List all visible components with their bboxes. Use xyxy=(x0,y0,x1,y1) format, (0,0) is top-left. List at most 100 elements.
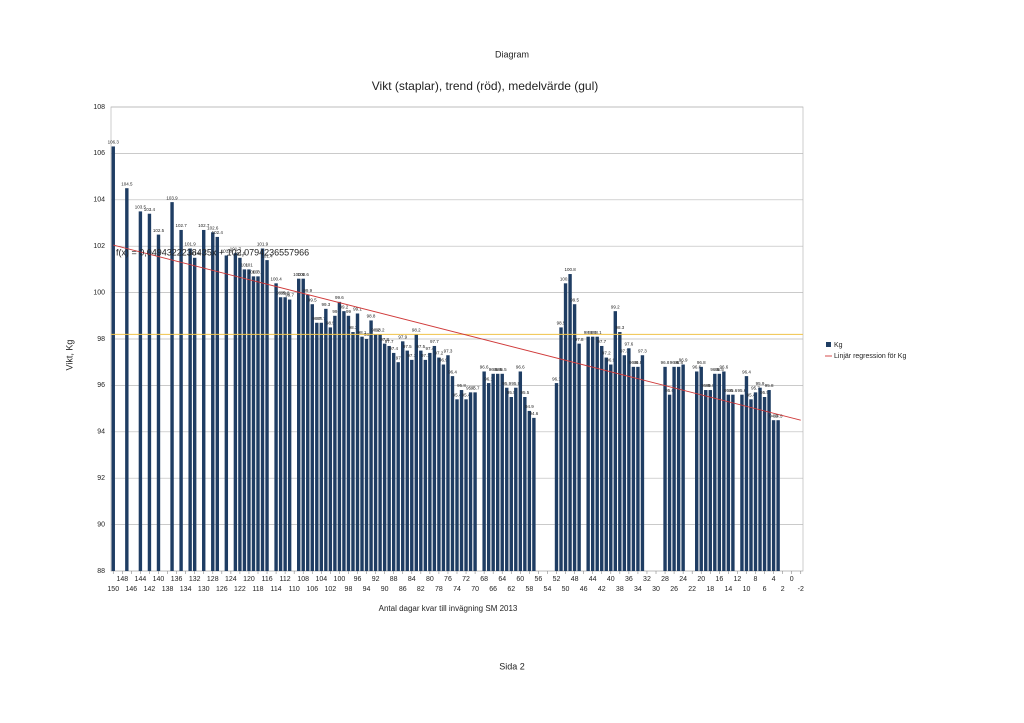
bar xyxy=(491,373,495,571)
bar xyxy=(315,322,319,571)
value-label: 104.5 xyxy=(121,181,133,186)
value-label: 98.7 xyxy=(317,316,326,321)
value-label: 99 xyxy=(332,309,338,314)
bar xyxy=(333,315,337,571)
bar xyxy=(636,366,640,571)
value-label: 102.5 xyxy=(153,228,165,233)
y-tick-label: 90 xyxy=(97,521,105,528)
y-tick-label: 102 xyxy=(93,243,105,250)
value-label: 96.6 xyxy=(516,365,525,370)
bar xyxy=(238,257,242,571)
bar xyxy=(713,373,717,571)
value-label: 101.5 xyxy=(189,251,201,256)
value-label: 97.7 xyxy=(597,339,606,344)
bar xyxy=(613,311,618,571)
y-tick-label: 104 xyxy=(93,197,105,204)
value-label: 96.8 xyxy=(674,360,683,365)
bar xyxy=(215,236,219,572)
x-tick-label: 38 xyxy=(616,586,624,593)
value-label: 97.4 xyxy=(425,346,434,351)
x-tick-label: 28 xyxy=(661,576,669,583)
x-tick-label: 114 xyxy=(270,586,281,593)
bar xyxy=(419,350,423,571)
bar xyxy=(156,234,161,571)
value-label: 97.1 xyxy=(407,353,416,358)
value-label: 95.5 xyxy=(760,390,769,395)
bar xyxy=(355,313,360,571)
bar xyxy=(704,390,708,571)
bar xyxy=(473,392,477,571)
value-label: 103.9 xyxy=(166,195,178,200)
bar xyxy=(586,336,590,571)
value-label: 98.2 xyxy=(371,328,380,333)
x-tick-label: 18 xyxy=(706,586,714,593)
value-label: 95.8 xyxy=(765,383,774,388)
x-tick-label: 44 xyxy=(589,576,597,583)
value-label: 97.6 xyxy=(624,341,633,346)
bar xyxy=(699,366,703,571)
value-label: 97.3 xyxy=(638,348,647,353)
value-label: 96.8 xyxy=(629,360,638,365)
bar xyxy=(708,390,712,571)
x-tick-label: -2 xyxy=(798,586,804,593)
bar xyxy=(265,260,269,571)
bar xyxy=(496,373,500,571)
bar xyxy=(251,276,256,571)
x-tick-label: 120 xyxy=(243,576,255,583)
bar xyxy=(111,146,115,571)
bar xyxy=(758,387,762,571)
x-tick-label: 50 xyxy=(562,586,570,593)
page-title: Diagram xyxy=(495,49,529,59)
x-tick-label: 8 xyxy=(754,576,758,583)
bar xyxy=(378,334,382,571)
value-label: 96.4 xyxy=(448,369,457,374)
legend-swatch xyxy=(826,342,831,347)
bar xyxy=(631,366,636,571)
bar xyxy=(627,348,631,571)
value-label: 100.6 xyxy=(293,272,305,277)
bar xyxy=(364,339,369,571)
bar xyxy=(595,336,599,571)
x-tick-label: 102 xyxy=(325,586,337,593)
bar xyxy=(342,311,346,571)
value-label: 96.9 xyxy=(606,358,615,363)
legend-label: Linjär regression för Kg xyxy=(834,353,906,360)
bar xyxy=(509,397,513,571)
value-label: 97.2 xyxy=(435,351,444,356)
bar xyxy=(523,397,527,571)
bar xyxy=(505,387,509,571)
bar xyxy=(432,345,437,571)
bar xyxy=(396,362,400,571)
value-label: 94.6 xyxy=(530,411,539,416)
bar xyxy=(387,345,391,571)
bar xyxy=(767,390,771,571)
x-tick-label: 32 xyxy=(643,576,651,583)
value-label: 98.2 xyxy=(376,328,385,333)
bar xyxy=(410,359,414,571)
bar xyxy=(224,255,229,572)
value-label: 99.3 xyxy=(321,302,330,307)
x-tick-label: 80 xyxy=(426,576,434,583)
value-label: 101.9 xyxy=(185,242,197,247)
value-label: 95.8 xyxy=(457,383,466,388)
value-label: 98.3 xyxy=(349,325,358,330)
x-tick-label: 72 xyxy=(462,576,470,583)
x-tick-label: 22 xyxy=(688,586,696,593)
value-label: 95.6 xyxy=(738,388,747,393)
x-tick-label: 100 xyxy=(334,576,346,583)
bar xyxy=(391,352,396,571)
value-label: 98.1 xyxy=(588,330,597,335)
value-label: 95.4 xyxy=(747,393,756,398)
x-tick-label: 96 xyxy=(354,576,362,583)
value-label: 96.8 xyxy=(670,360,679,365)
value-label: 102.7 xyxy=(175,223,187,228)
bar xyxy=(319,322,324,571)
bar xyxy=(328,327,333,571)
x-tick-label: 98 xyxy=(345,586,353,593)
bar xyxy=(446,355,450,571)
bar xyxy=(401,341,405,571)
bar xyxy=(405,350,409,571)
x-tick-label: 2 xyxy=(781,586,785,593)
bar xyxy=(147,213,152,571)
